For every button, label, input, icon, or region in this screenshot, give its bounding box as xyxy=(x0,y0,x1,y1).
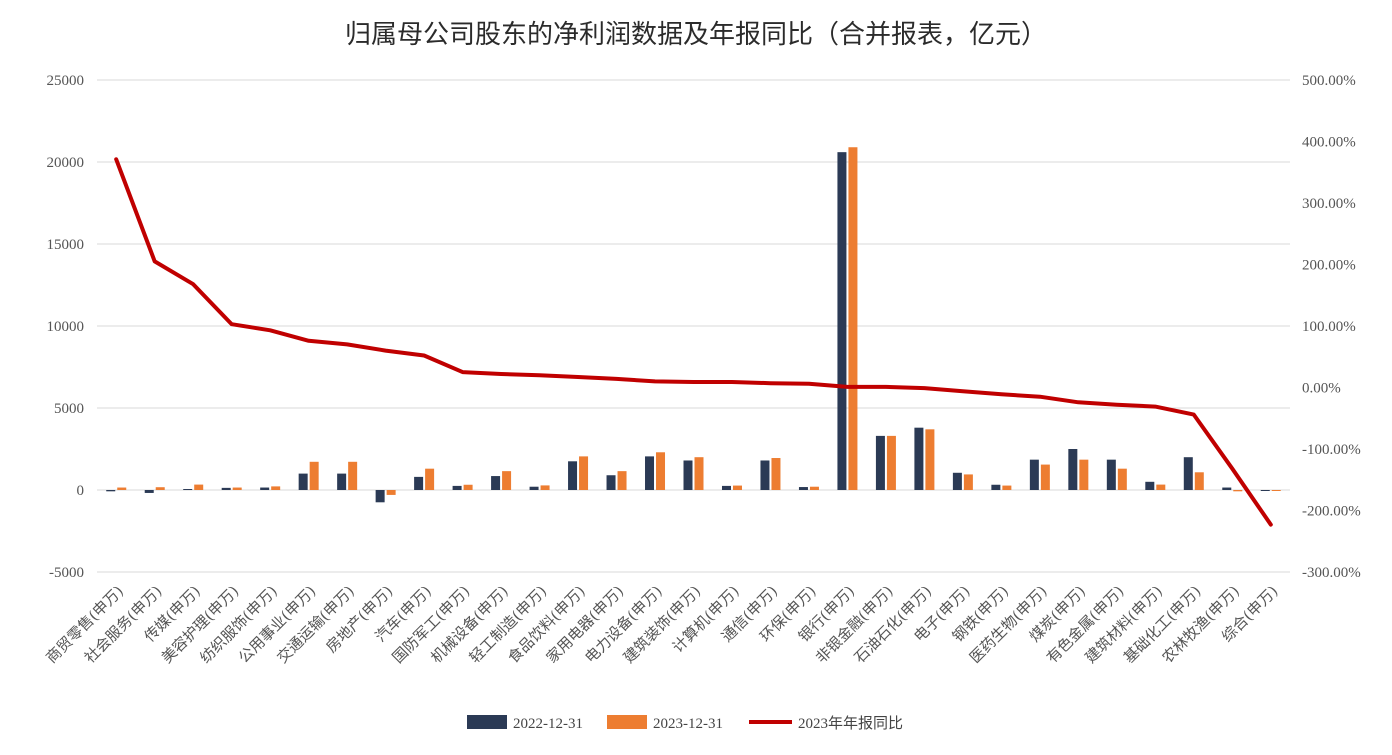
line-yoy xyxy=(114,157,1273,527)
bar-2023 xyxy=(348,461,358,490)
y-left-tick-label: -5000 xyxy=(49,565,84,581)
y-right-tick-label: 100.00% xyxy=(1302,319,1356,335)
bar-2023 xyxy=(309,461,319,490)
y-left-tick-label: 5000 xyxy=(54,401,84,417)
bar-2022 xyxy=(1106,459,1116,490)
bar-2022 xyxy=(952,472,962,490)
bar-2023 xyxy=(1040,464,1050,490)
y-left-tick-label: 15000 xyxy=(47,237,85,253)
bar-2022 xyxy=(1222,487,1232,490)
bar-2022 xyxy=(260,487,270,490)
chart-title: 归属母公司股东的净利润数据及年报同比（合并报表，亿元） xyxy=(344,20,1047,50)
bar-2023 xyxy=(194,484,204,490)
bar-2022 xyxy=(106,490,116,492)
legend-swatch-2023 xyxy=(607,715,647,729)
bar-2023 xyxy=(1194,472,1204,490)
bar-2023 xyxy=(579,456,589,490)
bar-2022 xyxy=(568,461,578,490)
bar-2023 xyxy=(656,452,666,490)
legend-label-2022: 2022-12-31 xyxy=(513,716,583,732)
bar-2023 xyxy=(1156,484,1166,490)
bar-2022 xyxy=(645,456,655,490)
bar-2022 xyxy=(221,487,231,490)
legend-label-yoy: 2023年年报同比 xyxy=(798,715,903,732)
y-left-tick-label: 0 xyxy=(77,483,85,499)
bar-2023 xyxy=(540,485,550,490)
legend-label-2023: 2023-12-31 xyxy=(653,716,723,732)
bar-2023 xyxy=(271,486,281,490)
bar-2022 xyxy=(375,490,385,503)
bar-2022 xyxy=(606,475,616,490)
bar-2023 xyxy=(502,471,512,490)
bar-2023 xyxy=(117,487,127,490)
y-right-tick-label: 400.00% xyxy=(1302,135,1356,151)
bar-2022 xyxy=(914,427,924,490)
bar-2023 xyxy=(232,487,242,490)
bar-2022 xyxy=(491,476,501,490)
bar-2023 xyxy=(463,484,473,490)
bar-2022 xyxy=(452,485,462,490)
bar-2022 xyxy=(144,490,154,493)
bar-2023 xyxy=(963,474,973,490)
bar-2023 xyxy=(1079,459,1089,490)
bar-2022 xyxy=(683,460,693,490)
bar-2022 xyxy=(414,476,424,490)
bar-2022 xyxy=(991,484,1001,490)
bar-2023 xyxy=(386,490,396,495)
bar-2022 xyxy=(1145,481,1155,490)
bar-2022 xyxy=(337,473,347,490)
bar-2023 xyxy=(886,435,896,490)
bar-2022 xyxy=(1183,457,1193,490)
bar-2023 xyxy=(1002,485,1012,490)
bar-2023 xyxy=(925,429,935,490)
bar-2022 xyxy=(529,486,539,490)
bar-2022 xyxy=(1260,490,1270,491)
y-right-tick-label: -200.00% xyxy=(1302,504,1361,520)
bar-2022 xyxy=(760,460,770,490)
bar-2022 xyxy=(1029,459,1039,490)
bar-2023 xyxy=(771,458,781,490)
bar-2022 xyxy=(298,473,308,490)
bar-2022 xyxy=(1068,449,1078,490)
bar-2023 xyxy=(1117,468,1127,490)
bar-2023 xyxy=(1271,490,1281,491)
y-left-tick-label: 25000 xyxy=(47,73,85,89)
bar-2023 xyxy=(155,487,165,490)
bar-2022 xyxy=(798,487,808,490)
bar-2022 xyxy=(837,152,847,490)
bar-2023 xyxy=(848,147,858,491)
bar-2022 xyxy=(721,485,731,490)
y-right-tick-label: 200.00% xyxy=(1302,258,1356,274)
bar-2023 xyxy=(617,471,627,490)
y-right-tick-label: 500.00% xyxy=(1302,73,1356,89)
bar-2022 xyxy=(183,489,193,491)
bar-2023 xyxy=(425,468,435,490)
y-left-tick-label: 20000 xyxy=(47,155,85,171)
bar-2023 xyxy=(732,485,742,490)
y-right-tick-label: 0.00% xyxy=(1302,381,1341,397)
bar-2022 xyxy=(875,435,885,490)
y-right-tick-label: 300.00% xyxy=(1302,196,1356,212)
y-right-tick-label: -100.00% xyxy=(1302,442,1361,458)
y-right-tick-label: -300.00% xyxy=(1302,565,1361,581)
bar-2023 xyxy=(1233,490,1243,492)
bar-2023 xyxy=(694,457,704,490)
legend-swatch-2022 xyxy=(467,715,507,729)
y-left-tick-label: 10000 xyxy=(47,319,85,335)
bar-2023 xyxy=(809,486,819,490)
